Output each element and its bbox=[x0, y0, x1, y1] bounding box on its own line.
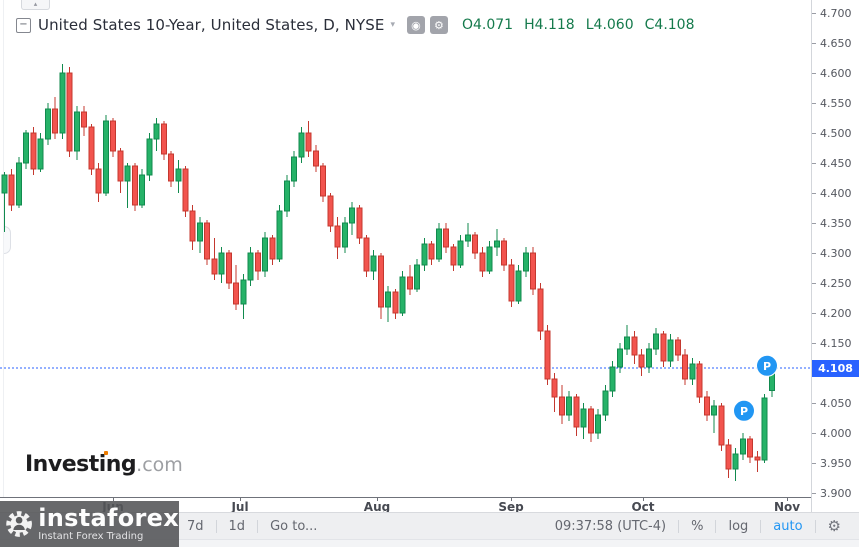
scale-option-auto[interactable]: auto bbox=[773, 518, 803, 534]
scale-option-percent[interactable]: % bbox=[691, 518, 704, 534]
axis-options: 09:37:58 (UTC-4) % log auto ⚙ bbox=[553, 513, 843, 539]
time-axis-tick bbox=[643, 497, 644, 501]
ohlc-close: C4.108 bbox=[644, 17, 695, 33]
time-axis-label: Jul bbox=[231, 500, 249, 514]
collapse-legend-icon[interactable]: − bbox=[16, 17, 31, 33]
top-toolbar-toggle[interactable]: ▴ bbox=[21, 0, 50, 10]
investing-logo-text: Investing bbox=[25, 452, 137, 477]
chevron-up-icon: ▴ bbox=[33, 0, 38, 8]
ohlc-open: O4.071 bbox=[461, 17, 514, 33]
time-axis-tick bbox=[377, 497, 378, 501]
clock-readout[interactable]: 09:37:58 (UTC-4) bbox=[554, 518, 667, 534]
price-axis-label: 4.050 bbox=[812, 397, 859, 410]
price-axis-label: 4.250 bbox=[812, 277, 859, 290]
toolbar-gear-icon[interactable]: ⚙ bbox=[827, 517, 841, 535]
time-axis-label: Aug bbox=[363, 500, 391, 514]
chart-settings-button[interactable]: ⚙ bbox=[429, 16, 448, 34]
investing-watermark: Investing .com bbox=[25, 451, 183, 477]
instaforex-gear-logo bbox=[6, 511, 32, 537]
price-axis[interactable]: 3.9003.9504.0004.0504.1004.1504.2004.250… bbox=[812, 0, 859, 512]
svg-text:P: P bbox=[740, 405, 748, 418]
instaforex-overlay: instaforex Instant Forex Trading bbox=[0, 501, 179, 547]
logo-orange-dot bbox=[104, 451, 108, 455]
time-axis-tick bbox=[113, 497, 114, 501]
price-axis-label: 4.000 bbox=[812, 427, 859, 440]
price-axis-label: 4.650 bbox=[812, 37, 859, 50]
range-button-go-to[interactable]: Go to... bbox=[270, 518, 318, 534]
price-axis-label: 4.400 bbox=[812, 187, 859, 200]
time-axis-label: Nov bbox=[773, 500, 801, 514]
ohlc-readout: O4.071 H4.118 L4.060 C4.108 bbox=[462, 17, 695, 33]
time-axis-tick bbox=[511, 497, 512, 501]
price-axis-label: 4.600 bbox=[812, 67, 859, 80]
time-axis-tick bbox=[787, 497, 788, 501]
range-button-1d[interactable]: 1d bbox=[228, 518, 246, 534]
price-axis-label: 3.900 bbox=[812, 487, 859, 500]
last-price-tag: 4.108 bbox=[812, 360, 859, 377]
price-axis-label: 3.950 bbox=[812, 457, 859, 470]
instaforex-tagline: Instant Forex Trading bbox=[38, 531, 144, 542]
price-axis-label: 4.200 bbox=[812, 307, 859, 320]
toggle-visibility-button[interactable]: ◉ bbox=[406, 16, 425, 34]
time-axis-line bbox=[0, 497, 812, 498]
price-axis-label: 4.350 bbox=[812, 217, 859, 230]
ohlc-low: L4.060 bbox=[585, 17, 634, 33]
time-axis-tick bbox=[240, 497, 241, 501]
price-axis-label: 4.450 bbox=[812, 157, 859, 170]
svg-text:P: P bbox=[763, 360, 771, 373]
range-button-7d[interactable]: 7d bbox=[187, 518, 204, 534]
position-marker: P bbox=[733, 399, 755, 422]
instaforex-brand-text: instaforex bbox=[38, 504, 179, 532]
price-axis-label: 4.550 bbox=[812, 97, 859, 110]
price-axis-label: 4.700 bbox=[812, 7, 859, 20]
price-axis-label: 4.300 bbox=[812, 247, 859, 260]
scale-option-log[interactable]: log bbox=[728, 518, 749, 534]
range-buttons: 7d 1d Go to... bbox=[185, 513, 319, 539]
eye-icon: ◉ bbox=[411, 18, 421, 32]
symbol-title[interactable]: United States 10-Year, United States, D,… bbox=[38, 16, 385, 34]
chart-legend: − United States 10-Year, United States, … bbox=[16, 15, 695, 35]
time-axis-label: Sep bbox=[498, 500, 524, 514]
time-axis-label: Oct bbox=[631, 500, 655, 514]
position-marker: P bbox=[756, 354, 778, 377]
price-axis-label: 4.500 bbox=[812, 127, 859, 140]
gear-icon: ⚙ bbox=[434, 18, 444, 32]
price-axis-border bbox=[811, 0, 812, 512]
price-axis-label: 4.150 bbox=[812, 337, 859, 350]
page-background-strip bbox=[0, 539, 859, 547]
chevron-down-icon[interactable]: ▾ bbox=[390, 20, 395, 30]
ohlc-high: H4.118 bbox=[524, 17, 575, 33]
